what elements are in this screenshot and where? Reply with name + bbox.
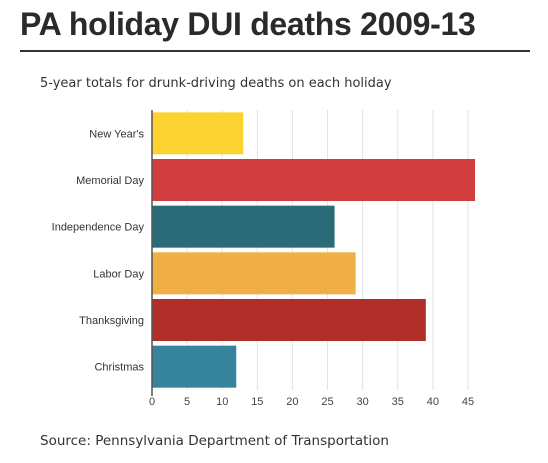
chart-subtitle: 5-year totals for drunk-driving deaths o… xyxy=(40,76,392,91)
x-tick-label: 10 xyxy=(216,396,228,408)
x-tick-label: 25 xyxy=(321,396,333,408)
bar xyxy=(152,252,356,295)
category-label: Christmas xyxy=(94,362,144,374)
bar xyxy=(152,299,426,341)
category-label: Independence Day xyxy=(52,222,145,234)
category-label: Labor Day xyxy=(93,268,144,280)
category-label: Thanksgiving xyxy=(79,315,144,327)
bar xyxy=(152,112,244,155)
x-tick-label: 5 xyxy=(184,396,190,408)
x-tick-label: 45 xyxy=(462,396,474,408)
x-tick-label: 30 xyxy=(357,396,369,408)
bar xyxy=(152,159,475,201)
bar xyxy=(152,205,335,248)
source-note: Source: Pennsylvania Department of Trans… xyxy=(40,433,389,449)
chart-title: PA holiday DUI deaths 2009-13 xyxy=(20,6,476,42)
bar xyxy=(152,345,237,388)
x-tick-label: 0 xyxy=(149,396,155,408)
category-label: New Year's xyxy=(89,128,144,140)
category-label: Memorial Day xyxy=(76,175,144,187)
x-tick-label: 40 xyxy=(427,396,439,408)
x-tick-label: 35 xyxy=(392,396,404,408)
title-rule xyxy=(20,50,530,52)
x-tick-label: 15 xyxy=(251,396,263,408)
x-tick-label: 20 xyxy=(286,396,298,408)
